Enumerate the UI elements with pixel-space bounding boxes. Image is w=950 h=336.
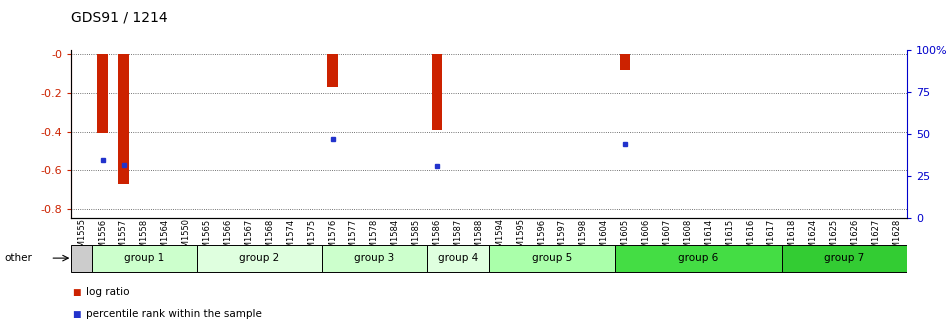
Text: GSM1585: GSM1585 (411, 218, 421, 258)
Text: GSM1555: GSM1555 (77, 218, 86, 258)
Text: GSM1578: GSM1578 (370, 218, 379, 259)
Bar (97, 54, 108, 133)
Text: GSM1558: GSM1558 (140, 218, 149, 258)
Text: GSM1556: GSM1556 (98, 218, 107, 258)
Bar (92, 245, 197, 272)
Text: GSM1615: GSM1615 (725, 218, 734, 258)
Text: GSM1574: GSM1574 (286, 218, 295, 258)
Text: GSM1584: GSM1584 (390, 218, 400, 258)
Text: GSM1596: GSM1596 (537, 218, 546, 258)
Bar (427, 245, 489, 272)
Text: GSM1625: GSM1625 (829, 218, 839, 258)
Text: group 3: group 3 (354, 253, 394, 263)
Bar (71, 245, 92, 272)
Text: GSM1565: GSM1565 (202, 218, 212, 258)
Text: GSM1564: GSM1564 (161, 218, 170, 258)
Bar (489, 245, 615, 272)
Bar (322, 245, 427, 272)
Bar (431, 54, 443, 130)
Text: GSM1624: GSM1624 (808, 218, 818, 258)
Bar (782, 245, 907, 272)
Text: GSM1575: GSM1575 (307, 218, 316, 258)
Text: GSM1617: GSM1617 (767, 218, 776, 259)
Text: GSM1586: GSM1586 (432, 218, 442, 259)
Text: GSM1576: GSM1576 (328, 218, 337, 259)
Text: GSM1588: GSM1588 (474, 218, 484, 259)
Text: GSM1595: GSM1595 (516, 218, 525, 258)
Text: GSM1605: GSM1605 (620, 218, 630, 258)
Text: GSM1598: GSM1598 (579, 218, 588, 258)
Text: GSM1607: GSM1607 (662, 218, 672, 259)
Text: other: other (5, 253, 32, 263)
Bar (615, 245, 782, 272)
Text: GSM1597: GSM1597 (558, 218, 567, 258)
Text: GSM1577: GSM1577 (349, 218, 358, 259)
Text: GSM1568: GSM1568 (265, 218, 275, 259)
Text: log ratio: log ratio (86, 287, 129, 297)
Text: group 1: group 1 (124, 253, 164, 263)
Text: GSM1618: GSM1618 (788, 218, 797, 259)
Text: group 4: group 4 (438, 253, 478, 263)
Text: GSM1567: GSM1567 (244, 218, 254, 259)
Text: ■: ■ (72, 288, 80, 297)
Bar (197, 245, 322, 272)
Text: GSM1604: GSM1604 (599, 218, 609, 258)
Text: group 2: group 2 (239, 253, 279, 263)
Text: GSM1594: GSM1594 (495, 218, 504, 258)
Text: GSM1557: GSM1557 (119, 218, 128, 258)
Text: group 7: group 7 (825, 253, 864, 263)
Text: GSM1566: GSM1566 (223, 218, 233, 259)
Text: GSM1614: GSM1614 (704, 218, 713, 258)
Text: ■: ■ (72, 310, 80, 319)
Text: GDS91 / 1214: GDS91 / 1214 (71, 10, 168, 24)
Text: GSM1587: GSM1587 (453, 218, 463, 259)
Text: GSM1628: GSM1628 (892, 218, 902, 259)
Text: GSM1608: GSM1608 (683, 218, 693, 259)
Bar (620, 54, 631, 70)
Bar (327, 54, 338, 87)
Text: group 6: group 6 (678, 253, 718, 263)
Text: percentile rank within the sample: percentile rank within the sample (86, 309, 261, 319)
Text: GSM1616: GSM1616 (746, 218, 755, 259)
Text: GSM1626: GSM1626 (850, 218, 860, 259)
Text: GSM1550: GSM1550 (181, 218, 191, 258)
Text: group 5: group 5 (532, 253, 572, 263)
Text: GSM1627: GSM1627 (871, 218, 881, 259)
Bar (118, 54, 128, 184)
Text: GSM1606: GSM1606 (641, 218, 651, 259)
